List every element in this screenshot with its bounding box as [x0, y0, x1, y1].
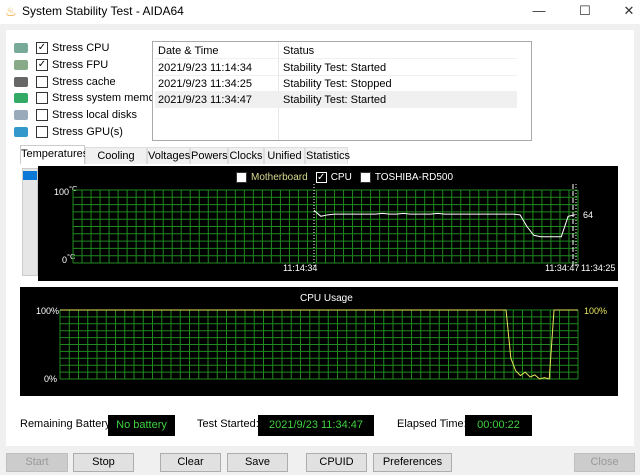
log-status: Stability Test: Stopped: [283, 78, 392, 90]
maximize-button[interactable]: ☐: [579, 3, 591, 18]
stress-checkbox[interactable]: ✓: [36, 58, 48, 71]
usage-current: 100%: [584, 306, 608, 316]
stress-option[interactable]: Stress GPU(s): [14, 124, 123, 140]
cpu-checkbox[interactable]: ✓: [315, 172, 327, 183]
stress-option[interactable]: ✓ Stress FPU: [14, 57, 108, 73]
col-date-time[interactable]: Date & Time: [158, 45, 219, 57]
stress-checkbox[interactable]: [36, 109, 48, 122]
close-window-button[interactable]: ✕: [623, 3, 635, 18]
battery-label: Remaining Battery:: [20, 418, 114, 430]
log-date: 2021/9/23 11:14:34: [158, 62, 252, 74]
fpu-icon: [14, 59, 28, 70]
stress-checkbox[interactable]: [36, 75, 48, 88]
stress-checkbox[interactable]: [36, 92, 48, 105]
test-started-value: 2021/9/23 11:34:47: [258, 415, 374, 436]
tab-clocks[interactable]: Clocks: [228, 147, 264, 164]
tab-statistics[interactable]: Statistics: [305, 147, 350, 164]
log-header: Date & Time Status: [155, 43, 517, 59]
tab-voltages[interactable]: Voltages: [147, 147, 190, 164]
log-row[interactable]: 2021/9/23 11:34:47 Stability Test: Starte…: [155, 92, 517, 108]
marker-label: 11:34:47: [545, 263, 580, 273]
usage-y-min: 0%: [44, 374, 58, 384]
stress-option[interactable]: Stress local disks: [14, 107, 137, 123]
gpu-icon: [14, 127, 28, 137]
stress-option[interactable]: Stress system memory: [14, 90, 164, 106]
tab-temperatures[interactable]: Temperatures: [20, 145, 88, 164]
sensor-scrollbar[interactable]: [22, 168, 38, 276]
stress-option[interactable]: ✓ Stress CPU: [14, 40, 109, 56]
stress-checkbox[interactable]: ✓: [36, 42, 48, 54]
legend-cpu: CPU: [330, 172, 352, 183]
minimize-button[interactable]: —: [532, 3, 546, 18]
log-row[interactable]: 2021/9/23 11:14:34 Stability Test: Starte…: [155, 60, 517, 76]
aida64-flame-icon: ♨: [5, 4, 17, 19]
stress-label: Stress cache: [52, 75, 116, 88]
marker-label: 11:14:34: [283, 263, 318, 273]
log-date: 2021/9/23 11:34:47: [158, 94, 252, 106]
start-button[interactable]: Start: [6, 453, 68, 472]
legend-motherboard: Motherboard: [251, 172, 308, 183]
log-row[interactable]: 2021/9/23 11:34:25 Stability Test: Stoppe…: [155, 76, 517, 92]
disk-icon: [14, 110, 28, 121]
log-status: Stability Test: Started: [283, 94, 387, 106]
stress-label: Stress FPU: [52, 58, 109, 71]
test-started-label: Test Started:: [197, 418, 259, 430]
tab-unified[interactable]: Unified: [264, 147, 305, 164]
usage-title: CPU Usage: [300, 293, 353, 304]
usage-y-max: 100%: [36, 306, 60, 316]
elapsed-value: 00:00:22: [465, 415, 532, 436]
current-temp-label: 64: [583, 210, 594, 220]
motherboard-checkbox[interactable]: [236, 172, 247, 183]
cache-icon: [14, 76, 28, 87]
y-min-label: 0°C: [62, 252, 76, 265]
marker-label: 11:34:25: [581, 263, 616, 273]
log-status: Stability Test: Started: [283, 62, 387, 74]
scrollbar-thumb[interactable]: [23, 171, 37, 180]
tab-powers[interactable]: Powers: [190, 147, 228, 164]
close-button[interactable]: Close: [574, 453, 635, 472]
elapsed-label: Elapsed Time:: [397, 418, 467, 430]
clear-button[interactable]: Clear: [160, 453, 221, 472]
cpu-usage-chart: CPU Usage 100% 0% 100%: [20, 287, 618, 396]
log-table[interactable]: Date & Time Status 2021/9/23 11:14:34 Sta…: [152, 41, 532, 141]
tab-cooling-fans[interactable]: Cooling Fans: [85, 147, 147, 178]
battery-value: No battery: [108, 415, 175, 436]
stress-label: Stress CPU: [52, 42, 110, 54]
stress-option[interactable]: Stress cache: [14, 74, 116, 90]
log-date: 2021/9/23 11:34:25: [158, 78, 252, 90]
title-bar: ♨ System Stability Test - AIDA64 — ☐ ✕: [0, 0, 640, 24]
stress-label: Stress local disks: [52, 109, 137, 122]
temperature-chart: Motherboard ✓ CPU TOSHIBA-RD500 100°C 0°C…: [38, 166, 618, 281]
cpu-temperature-line: [313, 210, 576, 238]
window-title: System Stability Test - AIDA64: [22, 4, 184, 18]
col-status[interactable]: Status: [283, 45, 315, 57]
cpuid-button[interactable]: CPUID: [306, 453, 367, 472]
y-max-label: 100°C: [54, 184, 78, 197]
stress-checkbox[interactable]: [36, 126, 48, 138]
memory-icon: [14, 93, 28, 104]
cpu-icon: [14, 43, 28, 53]
stress-label: Stress GPU(s): [52, 126, 123, 138]
preferences-button[interactable]: Preferences: [373, 453, 452, 472]
save-button[interactable]: Save: [227, 453, 288, 472]
cpu-usage-line: [60, 309, 578, 380]
stress-label: Stress system memory: [52, 92, 164, 105]
stop-button[interactable]: Stop: [73, 453, 134, 472]
toshiba-checkbox[interactable]: [359, 172, 371, 183]
legend-toshiba: TOSHIBA-RD500: [374, 172, 454, 183]
